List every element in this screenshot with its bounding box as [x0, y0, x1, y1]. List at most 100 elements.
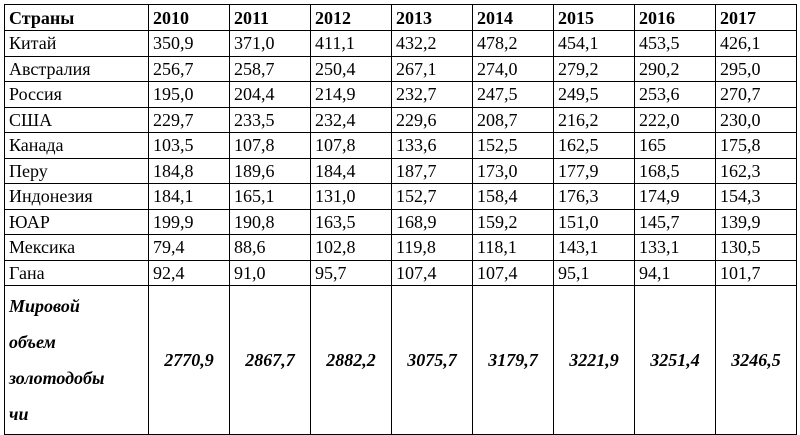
value-cell: 162,3: [715, 157, 797, 184]
value-cell: 119,8: [391, 234, 473, 261]
header-cell: 2012: [310, 4, 392, 31]
value-cell: 208,7: [472, 106, 554, 133]
value-cell: 216,2: [553, 106, 635, 133]
value-cell: 230,0: [715, 106, 797, 133]
value-cell: 158,4: [472, 183, 554, 210]
value-cell: 133,6: [391, 132, 473, 159]
header-row: Страны 2010 2011 2012 2013 2014 2015 2016 2017: [4, 4, 797, 31]
total-value-cell: 3179,7: [472, 285, 554, 435]
country-cell: Индонезия: [4, 183, 149, 210]
value-cell: 214,9: [310, 81, 392, 108]
value-cell: 152,5: [472, 132, 554, 159]
header-cell: 2013: [391, 4, 473, 31]
value-cell: 95,7: [310, 259, 392, 286]
value-cell: 118,1: [472, 234, 554, 261]
value-cell: 187,7: [391, 157, 473, 184]
value-cell: 79,4: [148, 234, 230, 261]
value-cell: 107,8: [310, 132, 392, 159]
total-row: Мировой объем золотодобы чи 2770,9 2867,7 2882…: [4, 285, 797, 435]
value-cell: 222,0: [634, 106, 716, 133]
total-value-cell: 3246,5: [715, 285, 797, 435]
value-cell: 151,0: [553, 208, 635, 235]
value-cell: 184,8: [148, 157, 230, 184]
data-row: ЮАР 199,9 190,8 163,5 168,9 159,2 151,0 145,7 13…: [4, 208, 797, 235]
total-value-cell: 3221,9: [553, 285, 635, 435]
data-row: Гана 92,4 91,0 95,7 107,4 107,4 95,1 94,1 101,7: [4, 259, 797, 286]
value-cell: 295,0: [715, 55, 797, 82]
value-cell: 232,4: [310, 106, 392, 133]
country-cell: Россия: [4, 81, 149, 108]
total-label-line: объем: [9, 332, 56, 352]
header-cell: 2014: [472, 4, 554, 31]
value-cell: 454,1: [553, 30, 635, 57]
data-row: Австралия 256,7 258,7 250,4 267,1 274,0 279,2 2…: [4, 55, 797, 82]
value-cell: 103,5: [148, 132, 230, 159]
value-cell: 174,9: [634, 183, 716, 210]
country-cell: Канада: [4, 132, 149, 159]
country-cell: Перу: [4, 157, 149, 184]
value-cell: 249,5: [553, 81, 635, 108]
value-cell: 91,0: [229, 259, 311, 286]
country-cell: Австралия: [4, 55, 149, 82]
value-cell: 130,5: [715, 234, 797, 261]
header-cell: 2017: [715, 4, 797, 31]
value-cell: 270,7: [715, 81, 797, 108]
country-cell: Китай: [4, 30, 149, 57]
value-cell: 162,5: [553, 132, 635, 159]
value-cell: 195,0: [148, 81, 230, 108]
total-value-cell: 2867,7: [229, 285, 311, 435]
value-cell: 159,2: [472, 208, 554, 235]
total-value-cell: 3075,7: [391, 285, 473, 435]
header-cell: 2016: [634, 4, 716, 31]
value-cell: 426,1: [715, 30, 797, 57]
country-cell: Гана: [4, 259, 149, 286]
value-cell: 256,7: [148, 55, 230, 82]
value-cell: 453,5: [634, 30, 716, 57]
header-cell: 2010: [148, 4, 230, 31]
data-row: США 229,7 233,5 232,4 229,6 208,7 216,2 222,0 23…: [4, 106, 797, 133]
value-cell: 133,1: [634, 234, 716, 261]
value-cell: 145,7: [634, 208, 716, 235]
header-cell: Страны: [4, 4, 149, 31]
country-cell: ЮАР: [4, 208, 149, 235]
value-cell: 152,7: [391, 183, 473, 210]
value-cell: 165,1: [229, 183, 311, 210]
total-label-line: золотодобы: [9, 368, 105, 388]
value-cell: 250,4: [310, 55, 392, 82]
value-cell: 199,9: [148, 208, 230, 235]
value-cell: 184,1: [148, 183, 230, 210]
value-cell: 173,0: [472, 157, 554, 184]
value-cell: 253,6: [634, 81, 716, 108]
value-cell: 94,1: [634, 259, 716, 286]
value-cell: 204,4: [229, 81, 311, 108]
value-cell: 279,2: [553, 55, 635, 82]
data-row: Мексика 79,4 88,6 102,8 119,8 118,1 143,1 133,1…: [4, 234, 797, 261]
value-cell: 95,1: [553, 259, 635, 286]
total-value-cell: 3251,4: [634, 285, 716, 435]
total-label-cell: Мировой объем золотодобы чи: [4, 285, 149, 435]
value-cell: 107,4: [472, 259, 554, 286]
value-cell: 101,7: [715, 259, 797, 286]
value-cell: 432,2: [391, 30, 473, 57]
value-cell: 88,6: [229, 234, 311, 261]
total-value-cell: 2770,9: [148, 285, 230, 435]
value-cell: 184,4: [310, 157, 392, 184]
value-cell: 177,9: [553, 157, 635, 184]
value-cell: 102,8: [310, 234, 392, 261]
value-cell: 131,0: [310, 183, 392, 210]
value-cell: 247,5: [472, 81, 554, 108]
data-row: Перу 184,8 189,6 184,4 187,7 173,0 177,9 168,5 1…: [4, 157, 797, 184]
value-cell: 478,2: [472, 30, 554, 57]
value-cell: 168,9: [391, 208, 473, 235]
value-cell: 232,7: [391, 81, 473, 108]
data-row: Индонезия 184,1 165,1 131,0 152,7 158,4 176,3 1…: [4, 183, 797, 210]
value-cell: 229,7: [148, 106, 230, 133]
value-cell: 233,5: [229, 106, 311, 133]
value-cell: 175,8: [715, 132, 797, 159]
value-cell: 189,6: [229, 157, 311, 184]
value-cell: 411,1: [310, 30, 392, 57]
gold-table: Страны 2010 2011 2012 2013 2014 2015 2016 2017 Ки…: [4, 4, 797, 435]
data-row: Китай 350,9 371,0 411,1 432,2 478,2 454,1 453,5…: [4, 30, 797, 57]
country-cell: США: [4, 106, 149, 133]
